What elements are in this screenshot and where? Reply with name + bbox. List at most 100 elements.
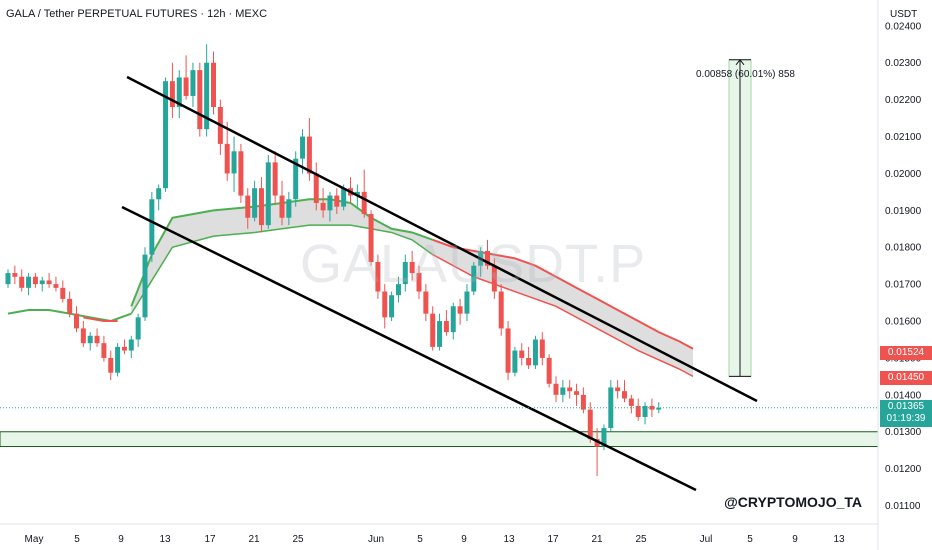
candle xyxy=(615,380,621,399)
candle-body xyxy=(368,214,374,262)
candle xyxy=(567,380,573,399)
candle-body xyxy=(594,439,600,447)
candle xyxy=(53,276,59,292)
candle xyxy=(224,121,230,181)
ema-cloud xyxy=(131,199,694,377)
candle xyxy=(46,273,52,288)
candle-body xyxy=(258,188,264,226)
candle-body xyxy=(608,387,614,429)
candle-body xyxy=(300,136,306,159)
candle-body xyxy=(587,409,593,440)
channel-upper-line[interactable] xyxy=(126,75,758,403)
candle xyxy=(231,136,237,192)
candle-body xyxy=(313,173,319,203)
candle-body xyxy=(67,298,73,314)
candle-body xyxy=(121,346,127,351)
candle xyxy=(437,313,443,351)
current-price-badge: 0.01365 01:19:39 xyxy=(880,400,932,427)
candle-body xyxy=(169,81,175,108)
time-tick-label: 13 xyxy=(159,534,171,545)
candle-body xyxy=(334,195,340,207)
ema-lower-red xyxy=(432,253,694,378)
measure-label: 0.00858 (60.01%) 858 xyxy=(696,69,795,80)
candle-body xyxy=(26,276,32,288)
candle xyxy=(39,276,45,292)
candle xyxy=(642,402,648,425)
candle xyxy=(211,51,216,115)
time-tick-label: 5 xyxy=(74,534,80,545)
candle xyxy=(375,254,381,299)
candle xyxy=(594,428,600,477)
support-zone xyxy=(0,431,879,448)
candle-body xyxy=(183,77,189,96)
candle-body xyxy=(149,199,155,255)
price-badge-lower: 0.01450 xyxy=(880,371,932,385)
candle xyxy=(423,284,429,322)
candle-body xyxy=(485,250,490,266)
candle-body xyxy=(471,265,477,292)
candle-body xyxy=(80,328,86,344)
candle-body xyxy=(601,428,607,447)
candle xyxy=(395,276,401,303)
price-badge-upper: 0.01524 xyxy=(880,346,932,360)
candle-body xyxy=(135,317,141,340)
candle-body xyxy=(382,291,388,318)
candle-body xyxy=(32,276,38,285)
candle xyxy=(204,44,210,137)
ema-upper-red xyxy=(432,238,694,350)
candle-body xyxy=(491,265,497,292)
candle xyxy=(156,184,162,211)
candle-body xyxy=(39,280,45,285)
candle-body xyxy=(464,291,470,314)
candle-body xyxy=(512,350,518,373)
candle-body xyxy=(437,321,443,347)
candle-body xyxy=(402,262,408,285)
candle xyxy=(135,313,141,347)
currency-label[interactable]: USDT xyxy=(890,9,918,20)
candle xyxy=(197,62,203,137)
price-tick-label: 0.02400 xyxy=(885,21,922,32)
candle-body xyxy=(341,188,347,207)
candle-body xyxy=(389,295,395,318)
candle-body xyxy=(642,405,648,417)
candle-body xyxy=(94,335,100,344)
candle-body xyxy=(142,254,148,318)
candle xyxy=(334,188,340,215)
candle xyxy=(101,335,107,362)
candle-body xyxy=(498,291,504,329)
symbol-watermark: GALAUSDT.P xyxy=(300,234,647,294)
channel-lower-line[interactable] xyxy=(121,205,697,492)
candle xyxy=(471,262,477,296)
candle xyxy=(553,376,559,403)
candle xyxy=(430,306,436,351)
candle xyxy=(546,354,552,388)
candle xyxy=(622,380,627,403)
candle xyxy=(238,143,244,203)
candle xyxy=(183,55,189,100)
candle xyxy=(635,398,641,421)
candle-body xyxy=(375,262,381,292)
candle xyxy=(656,402,662,414)
candle xyxy=(149,191,155,262)
candle xyxy=(142,247,148,322)
candle xyxy=(574,383,580,406)
candle-body xyxy=(204,62,210,130)
time-tick-label: 21 xyxy=(248,534,260,545)
candle xyxy=(313,162,319,211)
candle-body xyxy=(416,273,422,292)
candle xyxy=(361,169,367,218)
price-tick-label: 0.01600 xyxy=(885,317,922,328)
candle xyxy=(608,380,614,432)
candle-body xyxy=(546,357,552,384)
candle-body xyxy=(115,346,121,373)
candle xyxy=(265,154,271,229)
candle xyxy=(121,339,127,355)
time-tick-label: 9 xyxy=(118,534,124,545)
candle-body xyxy=(108,357,114,373)
candle-body xyxy=(519,350,525,358)
time-tick-label: 13 xyxy=(503,534,515,545)
candle-body xyxy=(423,291,429,314)
candle-body xyxy=(532,339,538,366)
candle-body xyxy=(450,306,456,333)
